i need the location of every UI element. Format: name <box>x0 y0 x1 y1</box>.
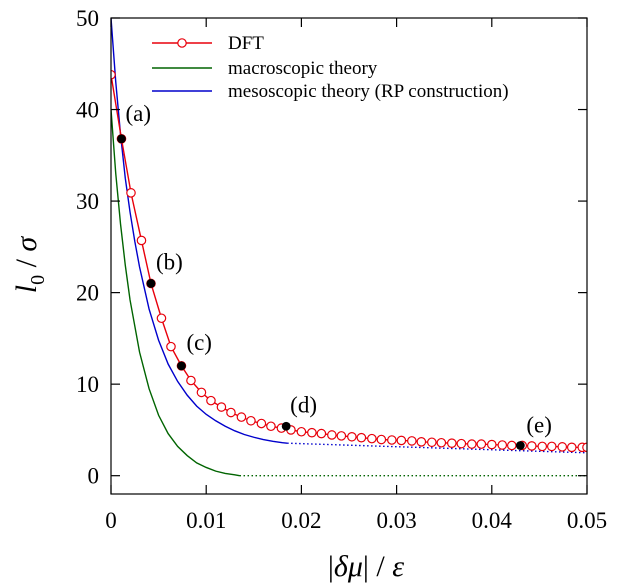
y-tick-label: 20 <box>76 281 99 306</box>
legend-label-dft: DFT <box>228 33 264 54</box>
legend-marker-dft <box>177 38 187 48</box>
y-tick-label: 10 <box>76 372 99 397</box>
y-tick-label: 30 <box>76 189 99 214</box>
dft-point <box>316 428 327 439</box>
dft-point <box>497 440 508 450</box>
dft-point <box>447 438 457 448</box>
state-label-a: (a) <box>125 101 151 126</box>
dft-point <box>506 440 517 451</box>
x-axis-title: |δμ| / ε <box>328 550 404 583</box>
dft-point <box>166 341 176 352</box>
dft-point <box>476 439 487 449</box>
dft-point <box>467 439 477 449</box>
series-layer <box>111 18 587 477</box>
x-tick-label: 0.03 <box>376 508 416 533</box>
dft-point <box>246 415 256 426</box>
state-marker-d <box>281 421 291 431</box>
dft-point <box>456 438 467 449</box>
x-tick-label: 0 <box>105 508 117 533</box>
state-marker-c <box>177 361 186 371</box>
dft-point <box>436 437 447 448</box>
dft-point <box>427 437 437 448</box>
dft-point <box>307 427 317 438</box>
state-marker-b <box>146 279 156 288</box>
x-tick-label: 0.01 <box>186 508 226 533</box>
y-axis-title: l0 / σ <box>10 236 49 294</box>
dft-point <box>126 188 136 198</box>
y-tick-label: 50 <box>76 6 99 31</box>
dft-point <box>296 426 307 437</box>
dft-point <box>376 434 387 445</box>
dft-point <box>216 402 227 412</box>
dft-point <box>336 431 347 441</box>
legend-label-mesoscopic-theory-rp-construction: mesoscopic theory (RP construction) <box>228 81 509 102</box>
state-label-d: (d) <box>290 392 317 417</box>
dft-point <box>546 441 557 452</box>
state-label-c: (c) <box>186 330 212 355</box>
state-marker-e <box>515 441 525 450</box>
y-tick-label: 40 <box>76 98 99 123</box>
state-label-b: (b) <box>156 249 183 274</box>
dft-point <box>206 395 216 406</box>
dft-point <box>396 435 407 446</box>
axes-layer: 0 0.01 0.02 0.03 0.04 0.05 0 10 20 30 40 50 <box>76 6 607 533</box>
annotation-layer: (a) (b) (c) (d) (e) <box>117 101 552 450</box>
dft-point <box>416 437 427 447</box>
legend-label-macroscopic-theory: macroscopic theory <box>228 58 378 79</box>
x-tick-label: 0.04 <box>472 508 513 533</box>
y-tick-label: 0 <box>88 464 100 489</box>
dft-point <box>566 442 577 453</box>
dft-point <box>186 375 196 386</box>
dft-point <box>387 435 397 445</box>
dft-point <box>537 441 548 452</box>
dft-point <box>407 436 417 446</box>
dft-point <box>557 442 568 452</box>
dft-point <box>226 407 236 418</box>
x-tick-label: 0.02 <box>281 508 321 533</box>
dft-point <box>256 418 267 429</box>
dft-point <box>347 431 357 442</box>
dft-point <box>367 433 377 444</box>
dft-point <box>136 235 147 246</box>
dft-point <box>327 430 337 440</box>
dft-point <box>356 432 367 443</box>
dft-point <box>236 412 247 422</box>
state-label-e: (e) <box>526 412 552 437</box>
plot-frame <box>110 17 588 495</box>
macroscopic-theory-line <box>111 109 240 477</box>
mesoscopic-theory-rp-construction-line <box>111 18 288 444</box>
x-tick-label: 0.05 <box>567 508 607 533</box>
dft-point <box>156 313 167 324</box>
dft-point <box>266 421 276 432</box>
dft-point <box>486 439 497 450</box>
dft-point <box>526 441 537 451</box>
state-marker-a <box>117 134 126 144</box>
dft-point <box>196 387 207 398</box>
